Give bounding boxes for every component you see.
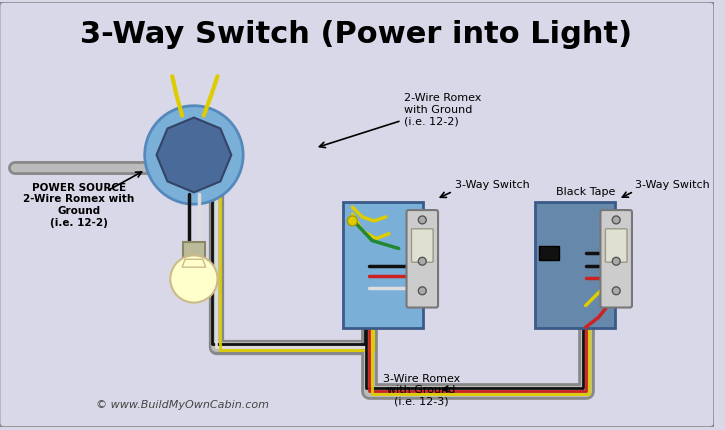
Circle shape (145, 107, 243, 205)
Circle shape (170, 256, 218, 303)
Circle shape (613, 216, 620, 224)
FancyBboxPatch shape (539, 247, 559, 261)
FancyBboxPatch shape (605, 229, 627, 263)
FancyBboxPatch shape (342, 203, 423, 329)
FancyBboxPatch shape (183, 242, 204, 260)
Text: 3-Way Switch (Power into Light): 3-Way Switch (Power into Light) (80, 20, 632, 49)
FancyBboxPatch shape (407, 211, 438, 308)
Text: 2-Wire Romex
with Ground
(i.e. 12-2): 2-Wire Romex with Ground (i.e. 12-2) (404, 93, 481, 126)
Text: Black Tape: Black Tape (556, 187, 616, 197)
Text: © www.BuildMyOwnCabin.com: © www.BuildMyOwnCabin.com (96, 399, 268, 409)
FancyBboxPatch shape (534, 203, 616, 329)
Text: 3-Way Switch: 3-Way Switch (635, 180, 710, 190)
Circle shape (613, 258, 620, 266)
FancyBboxPatch shape (600, 211, 632, 308)
Circle shape (347, 216, 357, 226)
Polygon shape (157, 118, 231, 193)
Circle shape (418, 258, 426, 266)
Circle shape (418, 287, 426, 295)
FancyBboxPatch shape (412, 229, 433, 263)
Text: POWER SOURCE
2-Wire Romex with
Ground
(i.e. 12-2): POWER SOURCE 2-Wire Romex with Ground (i… (23, 182, 134, 227)
Text: 3-Wire Romex
with Ground
(i.e. 12-3): 3-Wire Romex with Ground (i.e. 12-3) (383, 373, 460, 406)
Circle shape (613, 287, 620, 295)
Circle shape (418, 216, 426, 224)
Polygon shape (182, 260, 206, 267)
Text: 3-Way Switch: 3-Way Switch (455, 180, 529, 190)
FancyBboxPatch shape (0, 3, 715, 427)
